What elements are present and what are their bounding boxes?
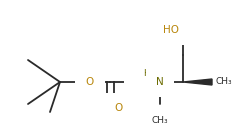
Polygon shape: [183, 79, 212, 85]
Text: H: H: [143, 69, 150, 79]
Text: O: O: [114, 103, 122, 113]
Text: O: O: [86, 77, 94, 87]
Text: CH₃: CH₃: [215, 78, 232, 86]
Text: N: N: [134, 77, 142, 87]
Text: HO: HO: [163, 25, 179, 35]
Text: N: N: [156, 77, 164, 87]
Text: CH₃: CH₃: [152, 116, 168, 125]
